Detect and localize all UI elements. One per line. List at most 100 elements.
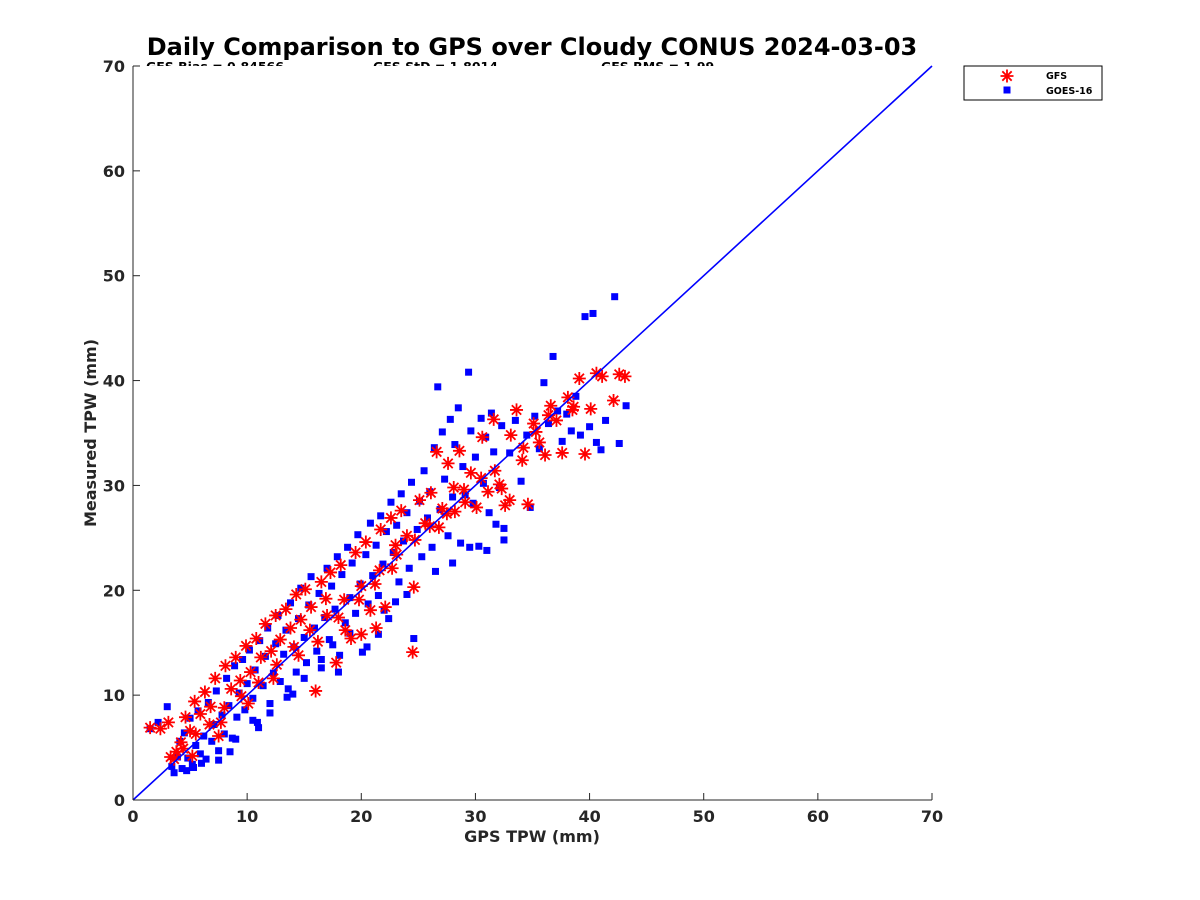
goes16-point xyxy=(341,619,349,627)
gfs-point xyxy=(448,505,462,519)
goes16-point xyxy=(479,479,487,487)
gfs-point xyxy=(567,400,581,414)
gfs-point xyxy=(503,493,517,507)
gfs-point xyxy=(572,371,586,385)
gfs-point xyxy=(435,501,449,515)
gfs-point xyxy=(279,602,293,616)
goes16-point xyxy=(315,589,323,597)
gfs-point xyxy=(561,390,575,404)
goes16-point xyxy=(372,541,380,549)
goes16-point xyxy=(477,414,485,422)
goes16-point xyxy=(446,415,454,423)
x-tick-label: 50 xyxy=(693,807,715,826)
goes16-point xyxy=(215,756,223,764)
gfs-point xyxy=(384,511,398,525)
goes16-point xyxy=(485,509,493,517)
gfs-point xyxy=(430,445,444,459)
goes16-point xyxy=(197,759,205,767)
goes16-point xyxy=(225,702,233,710)
goes16-point xyxy=(434,383,442,391)
goes16-point xyxy=(540,379,548,387)
gfs-point xyxy=(337,593,351,607)
goes16-point xyxy=(282,626,290,634)
legend-goes16-marker xyxy=(1003,86,1011,94)
gfs-point xyxy=(188,694,202,708)
goes16-point xyxy=(385,615,393,623)
goes16-point xyxy=(408,478,416,486)
goes16-point xyxy=(517,477,525,485)
goes16-point xyxy=(380,606,388,614)
gfs-point xyxy=(394,504,408,518)
goes16-point xyxy=(449,493,457,501)
gfs-point xyxy=(214,715,228,729)
gfs-point xyxy=(584,402,598,416)
goes16-point xyxy=(492,520,500,528)
goes16-point xyxy=(589,309,597,317)
gfs-point xyxy=(179,710,193,724)
goes16-point xyxy=(597,446,605,454)
goes16-point xyxy=(487,409,495,417)
goes16-point xyxy=(418,553,426,561)
goes16-point xyxy=(287,599,295,607)
goes16-point xyxy=(168,762,176,770)
gfs-point xyxy=(495,482,509,496)
goes16-point xyxy=(374,592,382,600)
goes16-point xyxy=(441,475,449,483)
gfs-point xyxy=(143,721,157,735)
gfs-point xyxy=(292,648,306,662)
goes16-point xyxy=(331,605,339,613)
gfs-point xyxy=(234,689,248,703)
gfs-point xyxy=(515,453,529,467)
goes16-point xyxy=(223,674,231,682)
gfs-point xyxy=(189,727,203,741)
goes16-point xyxy=(154,718,162,726)
goes16-point xyxy=(325,636,333,644)
gfs-point xyxy=(447,481,461,495)
gfs-point xyxy=(373,563,387,577)
legend-items: GFS GOES-16 xyxy=(1000,69,1093,97)
goes16-point xyxy=(189,763,197,771)
reference-line xyxy=(132,65,933,801)
goes16-point xyxy=(364,600,372,608)
goes16-point xyxy=(428,543,436,551)
gfs-point xyxy=(176,742,190,756)
gfs-point xyxy=(270,658,284,672)
x-ticks: 0 10 20 30 40 50 60 70 xyxy=(127,793,943,826)
goes16-point xyxy=(483,546,491,554)
legend: GFS GOES-16 xyxy=(963,65,1103,101)
goes16-point xyxy=(310,624,318,632)
gfs-point xyxy=(464,466,478,480)
goes16-point xyxy=(264,624,272,632)
goes16-point xyxy=(346,629,354,637)
gfs-point xyxy=(352,593,366,607)
x-tick-label: 40 xyxy=(578,807,600,826)
gfs-point xyxy=(349,546,363,560)
y-axis-label: Measured TPW (mm) xyxy=(81,339,100,527)
goes16-point xyxy=(413,525,421,533)
gfs-point xyxy=(331,611,345,625)
gfs-point xyxy=(284,621,298,635)
gfs-point xyxy=(544,399,558,413)
goes16-point xyxy=(403,590,411,598)
y-tick-label: 60 xyxy=(103,162,125,181)
x-tick-label: 0 xyxy=(127,807,138,826)
goes16-point xyxy=(358,648,366,656)
goes16-point xyxy=(572,392,580,400)
goes16-point xyxy=(531,412,539,420)
goes16-point xyxy=(395,578,403,586)
gfs-point xyxy=(475,430,489,444)
gfs-point xyxy=(481,485,495,499)
gfs-point xyxy=(565,403,579,417)
gfs-point xyxy=(294,613,308,627)
goes16-point xyxy=(431,567,439,575)
goes16-point xyxy=(300,674,308,682)
goes16-point xyxy=(397,490,405,498)
gfs-point xyxy=(287,640,301,654)
x-tick-label: 70 xyxy=(921,807,943,826)
goes16-point xyxy=(466,543,474,551)
y-ticks: 0 10 20 30 40 50 60 70 xyxy=(103,57,140,810)
goes16-point xyxy=(226,748,234,756)
gfs-point xyxy=(532,435,546,449)
gfs-point xyxy=(385,561,399,575)
goes16-point xyxy=(284,685,292,693)
